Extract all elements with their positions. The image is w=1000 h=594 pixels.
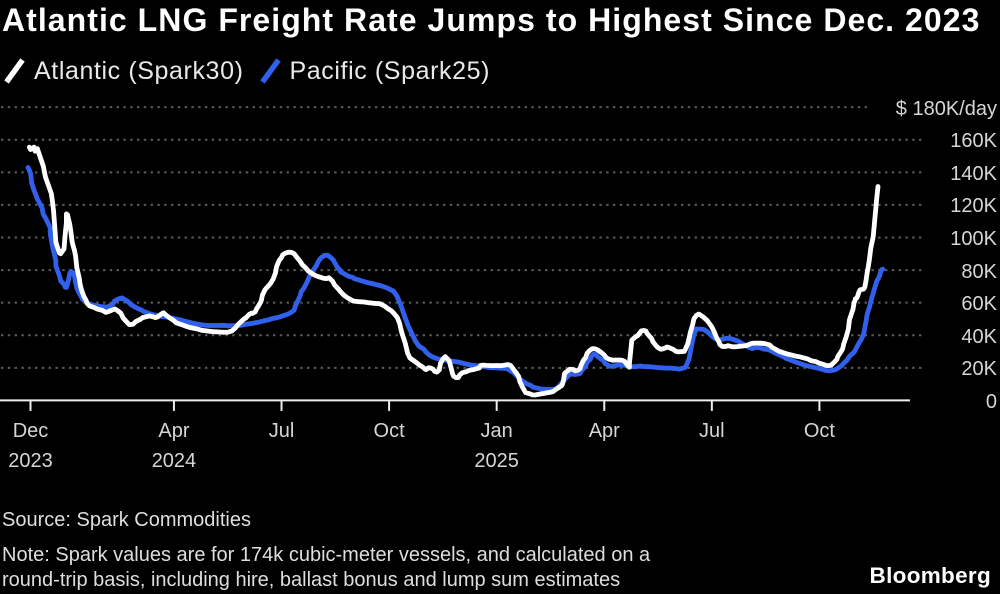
pacific-series-line [25,165,886,392]
legend-item-pacific: Pacific (Spark25) [259,56,491,86]
gridlines [1,106,924,369]
y-tick-label: 160K [950,130,997,153]
x-tick-label: Jul [699,420,725,442]
y-tick-label: 80K [961,260,997,283]
legend: Atlantic (Spark30) Pacific (Spark25) [4,56,490,86]
y-tick-label: 120K [950,195,997,218]
data-series [25,144,886,398]
chart-title: Atlantic LNG Freight Rate Jumps to Highe… [2,2,981,38]
x-tick-label: Apr [158,420,190,442]
y-tick-label: 100K [950,228,997,250]
x-tick-year-label: 2024 [151,450,197,472]
pacific-slash-icon [259,58,281,84]
x-tick-label: Oct [803,420,835,442]
x-tick-label: Jul [268,420,295,442]
note-line-2: round-trip basis, including hire, ballas… [2,569,621,591]
x-tick-label: Oct [373,420,405,442]
atlantic-series-line [26,144,881,398]
legend-item-atlantic: Atlantic (Spark30) [4,57,244,86]
y-tick-label: 40K [961,325,997,348]
x-tick-label: Dec [12,420,49,442]
x-tick-year-label: 2025 [474,450,519,472]
x-tick-year-label: 2023 [8,450,53,472]
note-line-1: Note: Spark values are for 174k cubic-me… [2,544,651,566]
x-tick-label: Apr [588,420,620,442]
y-tick-label: $ 180K/day [895,97,997,120]
legend-label-atlantic: Atlantic (Spark30) [34,56,244,85]
y-tick-label: 60K [961,293,997,316]
x-tick-label: Jan [480,420,513,442]
y-tick-label: 0 [985,390,997,413]
atlantic-slash-icon [4,58,25,84]
methodology-note: Note: Spark values are for 174k cubic-me… [2,543,650,593]
y-tick-label: 20K [961,358,997,381]
source-note: Source: Spark Commodities [2,509,251,531]
legend-label-pacific: Pacific (Spark25) [289,56,491,85]
bloomberg-logo: Bloomberg [869,563,991,588]
y-tick-label: 140K [950,162,997,185]
x-axis [0,399,910,411]
